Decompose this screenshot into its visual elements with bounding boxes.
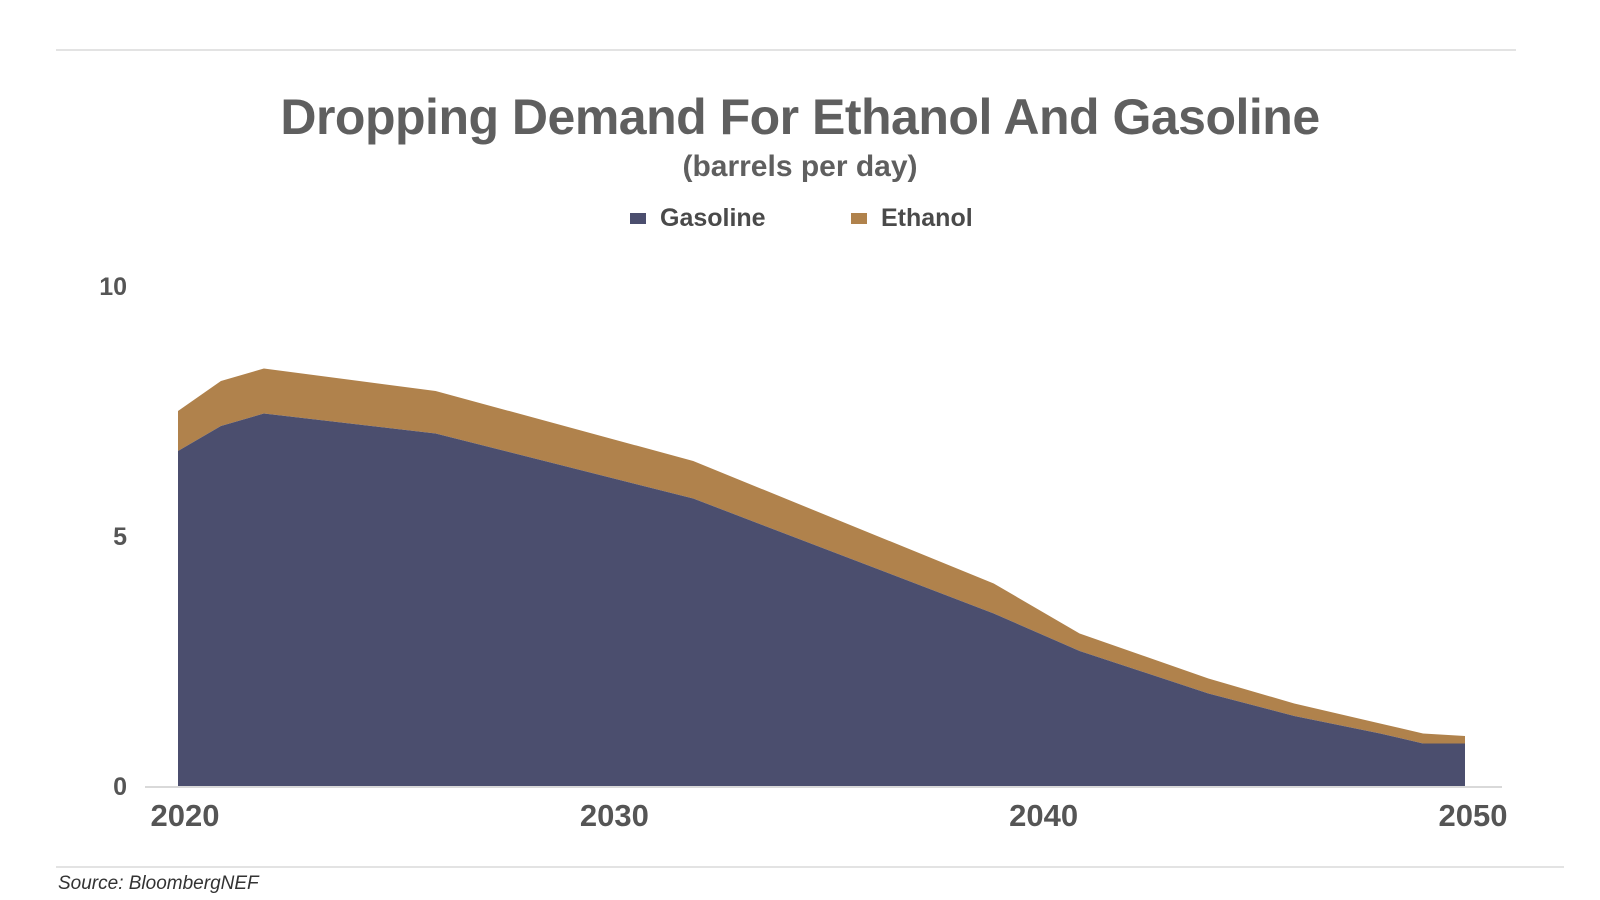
x-tick-label: 2040 <box>1009 798 1078 833</box>
legend-label-ethanol: Ethanol <box>881 204 973 232</box>
chart-title: Dropping Demand For Ethanol And Gasoline <box>280 89 1320 145</box>
x-tick-label: 2030 <box>580 798 649 833</box>
y-tick-label: 10 <box>99 273 127 301</box>
y-tick-label: 0 <box>113 773 127 801</box>
series-gasoline-area <box>178 413 1465 786</box>
chart-subtitle: (barrels per day) <box>682 150 918 183</box>
legend-swatch-gasoline <box>630 213 646 224</box>
y-tick-label: 5 <box>113 523 127 551</box>
source-note: Source: BloombergNEF <box>58 873 259 894</box>
x-tick-label: 2050 <box>1439 798 1508 833</box>
legend-label-gasoline: Gasoline <box>660 204 766 232</box>
chart-legend: Gasoline Ethanol <box>0 204 1600 238</box>
top-divider <box>56 49 1516 51</box>
bottom-divider <box>56 866 1564 868</box>
x-tick-label: 2020 <box>151 798 220 833</box>
legend-item-gasoline: Gasoline <box>630 204 766 233</box>
legend-item-ethanol: Ethanol <box>851 204 973 233</box>
legend-swatch-ethanol <box>851 213 867 224</box>
series-ethanol-area <box>178 368 1465 744</box>
